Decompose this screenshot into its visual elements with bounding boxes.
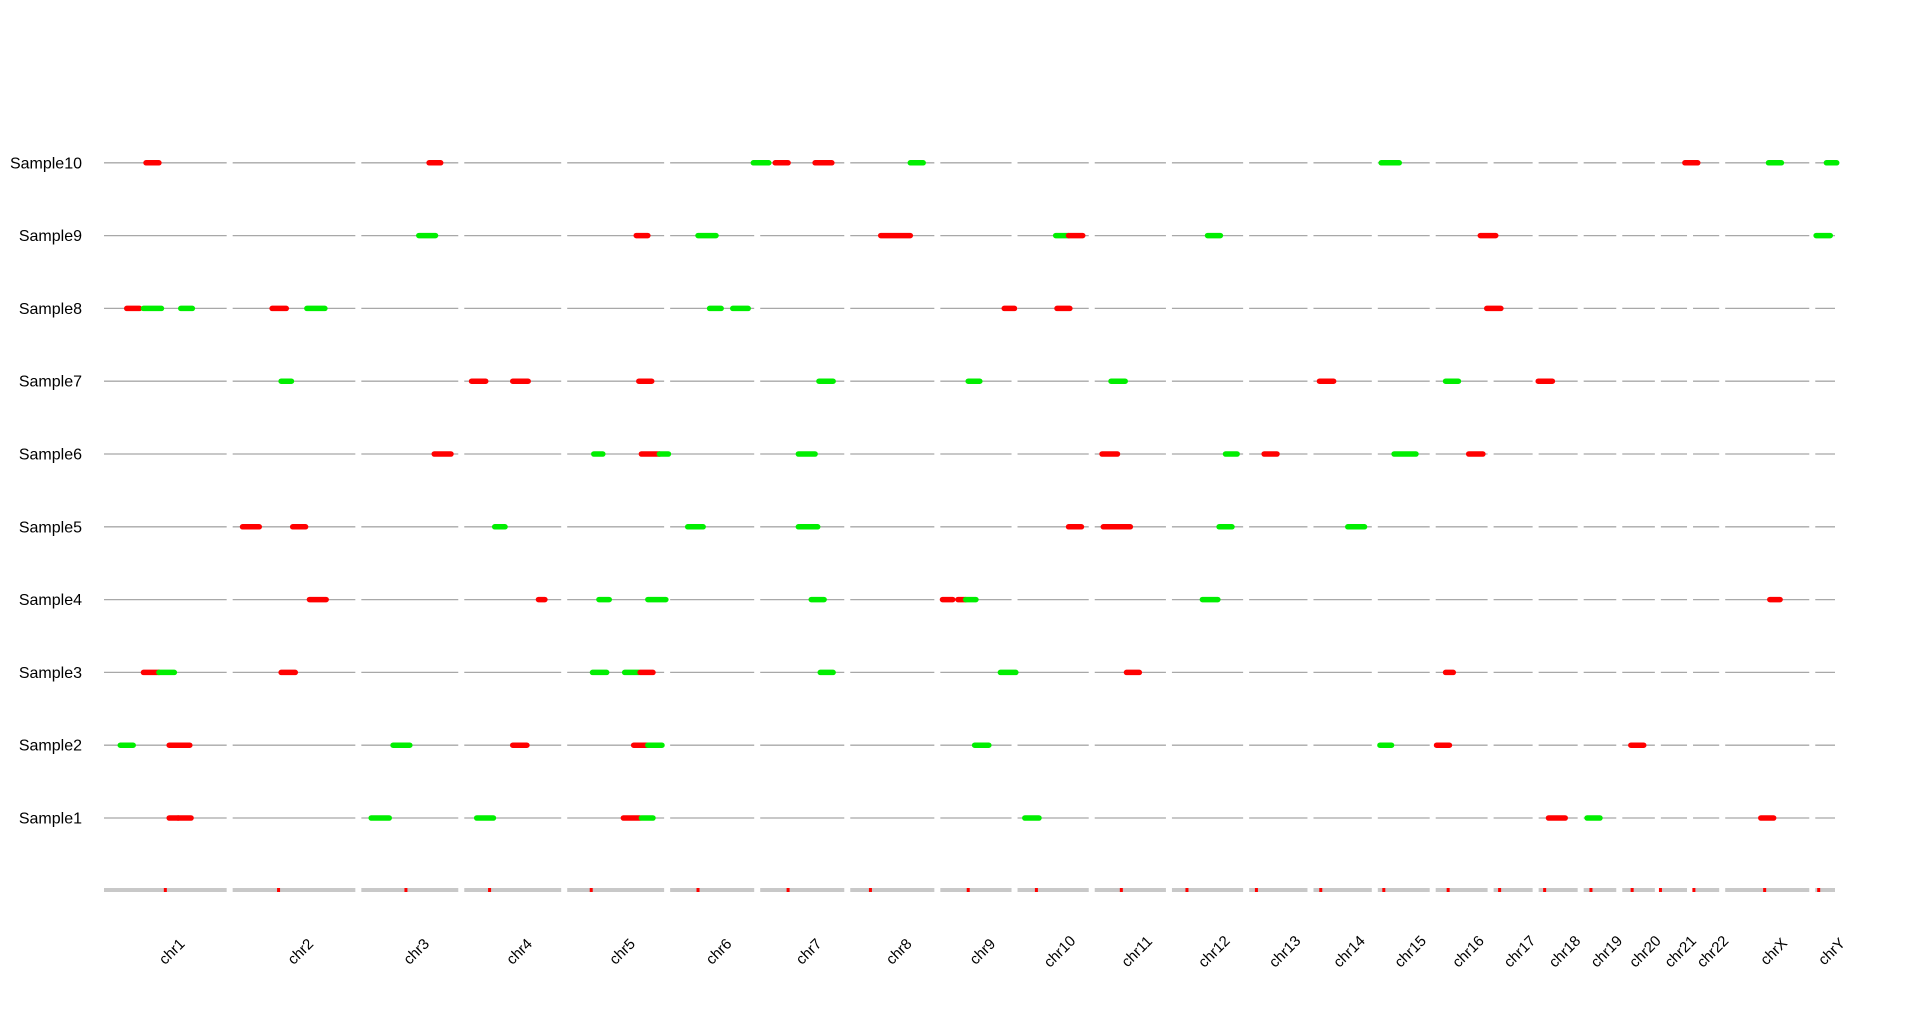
- sample-label: Sample2: [19, 738, 82, 755]
- chromosome-label: chr6: [703, 935, 736, 968]
- chromosome-label: chr16: [1449, 933, 1488, 972]
- chromosome-labels: chr1 chr2 chr3 chr4 chr5 chr6 chr7 chr8 chr9 chr1…: [156, 933, 1849, 972]
- chromosome-label: chr19: [1588, 933, 1627, 972]
- centromere-mark: [1034, 888, 1038, 892]
- chromosome-label: chr3: [400, 935, 433, 968]
- chromosome-label: chr13: [1266, 933, 1305, 972]
- cnv-segments: [117, 160, 1840, 821]
- centromere-mark: [966, 888, 970, 892]
- chromosome-label: chr9: [966, 935, 999, 968]
- chromosome-label: chr7: [793, 935, 826, 968]
- sample-label: Sample8: [19, 301, 82, 318]
- centromere-mark: [1817, 888, 1821, 892]
- chromosome-label: chr22: [1694, 933, 1733, 972]
- chromosome-label: chr5: [606, 935, 639, 968]
- sample-label: Sample9: [19, 228, 82, 245]
- centromere-mark: [696, 888, 700, 892]
- centromere-mark: [868, 888, 872, 892]
- chromosome-label: chrY: [1815, 935, 1849, 969]
- centromere-mark: [1589, 888, 1593, 892]
- chromosome-label: chr17: [1501, 933, 1540, 972]
- chromosome-label: chr11: [1118, 933, 1156, 971]
- centromere-mark: [1543, 888, 1547, 892]
- chromosome-label: chr1: [156, 935, 189, 968]
- chromosome-label: chr10: [1041, 933, 1080, 972]
- sample-labels: Sample1 Sample2 Sample3 Sample4 Sample5 Sampl…: [10, 155, 82, 827]
- centromere-mark: [1254, 888, 1258, 892]
- sample-label: Sample3: [19, 665, 82, 682]
- chromosome-ideogram: [104, 888, 1835, 892]
- chromosome-label: chr12: [1195, 933, 1234, 972]
- chromosome-label: chr15: [1391, 933, 1430, 972]
- sample-label: Sample7: [19, 374, 82, 391]
- chromosome-label: chr20: [1626, 933, 1665, 972]
- centromere-mark: [1763, 888, 1767, 892]
- chromosome-label: chr21: [1661, 933, 1700, 972]
- centromere-mark: [1658, 888, 1662, 892]
- chromosome-label: chr8: [883, 935, 916, 968]
- sample-label: Sample10: [10, 155, 82, 172]
- centromere-mark: [1382, 888, 1386, 892]
- chromosome-label: chr18: [1546, 933, 1585, 972]
- sample-tracks: [104, 162, 1835, 819]
- centromere-mark: [1498, 888, 1502, 892]
- sample-label: Sample4: [19, 592, 82, 609]
- chromosome-label: chr2: [284, 935, 317, 968]
- centromere-mark: [589, 888, 593, 892]
- sample-label: Sample6: [19, 447, 82, 464]
- centromere-mark: [1692, 888, 1696, 892]
- centromere-mark: [1185, 888, 1189, 892]
- centromere-mark: [1119, 888, 1123, 892]
- centromere-mark: [404, 888, 408, 892]
- centromere-mark: [163, 888, 167, 892]
- chromosome-label: chr14: [1330, 933, 1369, 972]
- centromere-mark: [1319, 888, 1323, 892]
- centromere-mark: [488, 888, 492, 892]
- sample-label: Sample5: [19, 519, 82, 536]
- centromere-mark: [786, 888, 790, 892]
- centromere-mark: [1446, 888, 1450, 892]
- chromosome-label: chrX: [1757, 935, 1791, 969]
- chromosome-label: chr4: [503, 935, 536, 968]
- sample-label: Sample1: [19, 811, 82, 828]
- centromere-mark: [277, 888, 281, 892]
- centromere-mark: [1630, 888, 1634, 892]
